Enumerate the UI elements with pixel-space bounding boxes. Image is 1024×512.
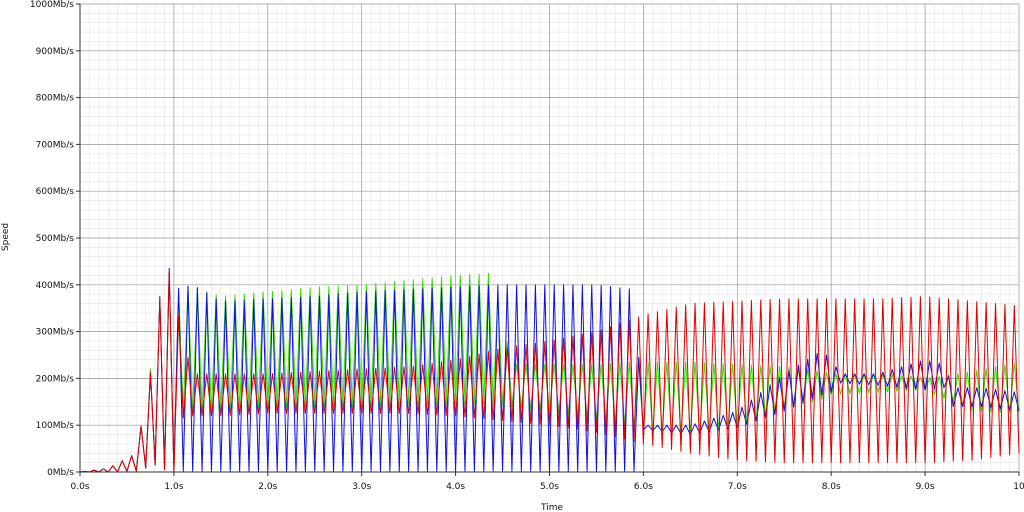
x-tick-label: 2.0s [258, 482, 277, 492]
y-tick-label: 300Mb/s [36, 328, 75, 338]
y-tick-label: 0Mb/s [47, 468, 74, 478]
y-tick-label: 800Mb/s [36, 94, 75, 104]
x-axis-title: Time [540, 503, 563, 512]
tick-labels: 0.0s 1.0s 2.0s 3.0s 4.0s 5.0s 6.0s 7.0s 8.0s 9.0s… [30, 0, 1024, 492]
series-line-2 [79, 267, 1020, 473]
x-tick-label: 1.0s [164, 482, 183, 492]
series-lines [79, 267, 1020, 473]
y-tick-label: 700Mb/s [36, 140, 75, 150]
axes [76, 3, 1020, 476]
x-tick-label: 10 [1013, 482, 1024, 492]
x-tick-label: 8.0s [822, 482, 841, 492]
x-tick-label: 3.0s [352, 482, 371, 492]
series-line-1 [79, 272, 1020, 473]
y-tick-label: 500Mb/s [36, 234, 75, 244]
y-tick-label: 900Mb/s [36, 47, 75, 57]
series-line-3 [79, 271, 1020, 473]
y-tick-label: 400Mb/s [36, 281, 75, 291]
y-tick-label: 100Mb/s [36, 421, 75, 431]
y-tick-label: 600Mb/s [36, 187, 75, 197]
y-tick-label: 200Mb/s [36, 374, 75, 384]
x-tick-label: 7.0s [728, 482, 747, 492]
x-tick-label: 0.0s [70, 482, 89, 492]
y-tick-label: 1000Mb/s [30, 0, 74, 10]
x-tick-label: 4.0s [446, 482, 465, 492]
x-tick-label: 6.0s [634, 482, 653, 492]
y-axis-title: Speed [1, 223, 11, 251]
x-tick-label: 5.0s [540, 482, 559, 492]
x-tick-label: 9.0s [916, 482, 935, 492]
